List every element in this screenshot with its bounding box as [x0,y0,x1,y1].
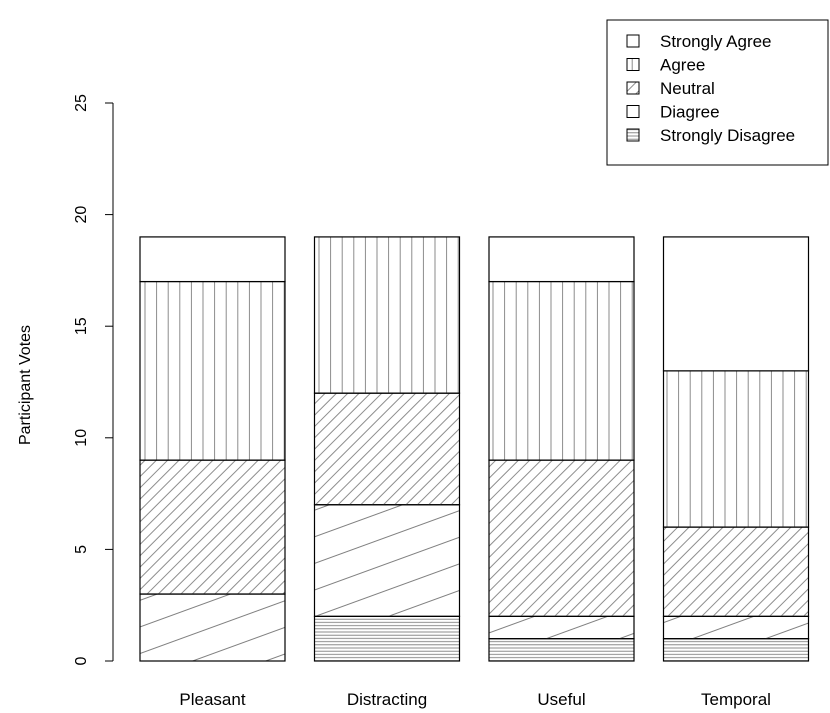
legend-item: Strongly Agree [626,32,772,51]
bar-segment-strongly-disagree [662,638,810,662]
bar-segment-agree [662,370,810,528]
legend-label: Strongly Agree [660,32,772,51]
legend-swatch [626,81,640,95]
legend-label: Neutral [660,79,715,98]
bar-segment-neutral [139,459,286,595]
bar-segment-agree [139,280,286,461]
legend-swatch [626,128,640,142]
legend-label: Diagree [660,103,720,122]
bar-segment-strongly-disagree [488,638,635,662]
y-tick-label: 0 [73,656,90,665]
bar-segment-neutral [662,526,810,617]
x-category-label: Temporal [701,690,771,709]
y-axis-title: Participant Votes [17,325,34,445]
x-axis-labels: Pleasant Distracting Useful Temporal [179,690,771,709]
bar-segment-strongly-agree [139,236,286,283]
y-tick-label: 15 [73,317,90,335]
bar-stack-useful [488,236,635,662]
y-tick-label: 5 [73,545,90,554]
bar-segment-strongly-agree [488,236,635,283]
bar-stack-distracting [313,236,461,662]
bar-segment-agree [488,280,635,461]
legend-item: Diagree [626,103,720,122]
y-axis: 0 5 10 15 20 25 [73,94,114,665]
bar-stack-pleasant [139,236,286,662]
x-category-label: Pleasant [179,690,245,709]
legend-swatch [626,34,640,48]
legend-label: Strongly Disagree [660,126,795,145]
bar-segment-diagree [313,504,461,617]
bar-segment-agree [313,236,461,394]
legend-box [606,19,829,166]
bar-segment-diagree [662,615,810,640]
legend-item: Agree [626,56,705,75]
bar-segment-diagree [139,593,286,662]
legend-item: Neutral [626,79,715,98]
legend-swatch [626,58,640,71]
x-category-label: Useful [537,690,585,709]
bar-segment-strongly-agree [662,236,810,372]
bar-segment-neutral [488,459,635,617]
bar-segment-neutral [313,392,461,506]
legend-swatch [626,105,640,118]
bar-segment-strongly-disagree [313,615,461,662]
y-tick-label: 10 [73,429,90,447]
legend-label: Agree [660,56,705,75]
legend: Strongly Agree Agree Neutral Diagree Strongl… [606,19,829,166]
y-tick-label: 20 [73,206,90,224]
x-category-label: Distracting [347,690,427,709]
bar-segment-diagree [488,615,635,640]
bars-group [139,236,810,662]
bar-stack-temporal [662,236,810,662]
y-tick-label: 25 [73,94,90,112]
legend-item: Strongly Disagree [626,126,795,145]
